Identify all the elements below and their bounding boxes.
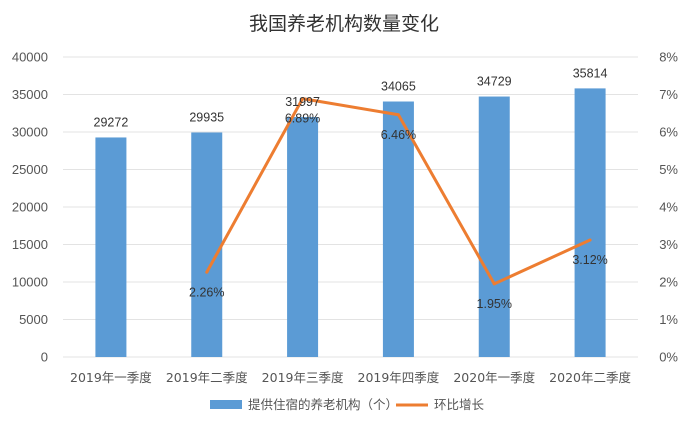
- right-tick-label: 0%: [659, 350, 678, 365]
- legend-swatch-bars: [210, 400, 242, 409]
- line-value-label: 2.26%: [189, 285, 224, 299]
- legend-label-line: 环比增长: [434, 397, 485, 412]
- left-tick-label: 35000: [12, 87, 48, 102]
- line-point: [396, 113, 400, 117]
- left-axis-ticks: 0 5000 10000 15000 20000 25000 30000 35000 40000: [12, 50, 48, 365]
- right-tick-label: 4%: [659, 200, 678, 215]
- right-tick-label: 1%: [659, 312, 678, 327]
- line-value-label: 6.46%: [381, 128, 416, 142]
- left-tick-label: 15000: [12, 237, 48, 252]
- bar: [574, 88, 606, 358]
- line-data-labels: 2.26% 6.89% 6.46% 1.95% 3.12%: [189, 112, 608, 311]
- category-label: 2020年一季度: [453, 370, 535, 385]
- line-point: [205, 270, 209, 274]
- bar-value-label: 35814: [573, 66, 608, 80]
- category-label: 2019年二季度: [166, 370, 248, 385]
- left-tick-label: 5000: [19, 312, 48, 327]
- bar: [287, 117, 319, 358]
- left-tick-label: 10000: [12, 275, 48, 290]
- left-tick-label: 20000: [12, 200, 48, 215]
- bar-value-label: 34065: [381, 80, 416, 94]
- category-label: 2019年一季度: [70, 370, 152, 385]
- left-tick-label: 25000: [12, 162, 48, 177]
- line-value-label: 3.12%: [572, 253, 607, 267]
- line-point: [588, 238, 592, 242]
- category-label: 2019年四季度: [358, 370, 440, 385]
- bar-series: [95, 88, 606, 358]
- bar-value-label: 34729: [477, 75, 512, 89]
- line-series: [205, 97, 592, 286]
- right-axis-ticks: 0% 1% 2% 3% 4% 5% 6% 7% 8%: [659, 50, 678, 365]
- right-tick-label: 3%: [659, 237, 678, 252]
- line-value-label: 6.89%: [285, 112, 320, 126]
- bar-value-label: 31997: [285, 95, 320, 109]
- left-tick-label: 40000: [12, 50, 48, 65]
- bar: [382, 101, 414, 357]
- right-tick-label: 8%: [659, 50, 678, 65]
- right-tick-label: 6%: [659, 125, 678, 140]
- line-point: [301, 97, 305, 101]
- line-value-label: 1.95%: [477, 297, 512, 311]
- bar-data-labels: 29272 29935 31997 34065 34729 35814: [94, 66, 608, 129]
- line-point: [492, 282, 496, 286]
- legend: 提供住宿的养老机构（个） 环比增长: [210, 397, 485, 412]
- bar: [191, 132, 223, 357]
- chart-title: 我国养老机构数量变化: [249, 13, 439, 35]
- right-tick-label: 5%: [659, 162, 678, 177]
- category-label: 2020年二季度: [549, 370, 631, 385]
- gridlines: [63, 56, 638, 358]
- right-tick-label: 2%: [659, 275, 678, 290]
- legend-label-bars: 提供住宿的养老机构（个）: [248, 397, 398, 412]
- bar: [478, 96, 510, 357]
- bar-value-label: 29935: [189, 110, 224, 124]
- right-tick-label: 7%: [659, 87, 678, 102]
- bar: [95, 137, 127, 357]
- left-tick-label: 30000: [12, 125, 48, 140]
- bar-value-label: 29272: [94, 115, 129, 129]
- left-tick-label: 0: [41, 350, 48, 365]
- category-label: 2019年三季度: [262, 370, 344, 385]
- category-axis-labels: 2019年一季度 2019年二季度 2019年三季度 2019年四季度 2020年一季度…: [70, 370, 631, 385]
